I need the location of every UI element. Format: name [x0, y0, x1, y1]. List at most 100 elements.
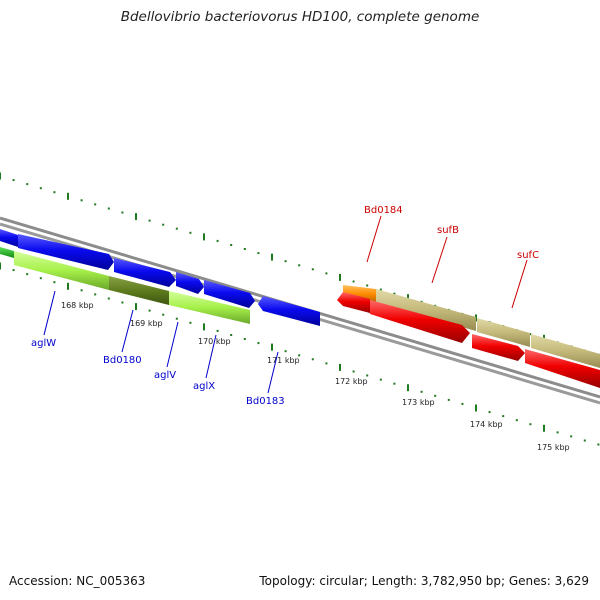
minor-tick [12, 269, 15, 272]
minor-tick [284, 260, 287, 263]
minor-tick [311, 268, 314, 271]
major-tick [67, 282, 69, 290]
scale-label: 172 kbp [335, 377, 368, 386]
gene-label[interactable]: aglV [154, 370, 176, 381]
gene-feature[interactable] [109, 276, 169, 305]
major-tick [543, 424, 545, 432]
major-tick [339, 363, 341, 371]
gene-label[interactable]: sufC [517, 250, 539, 261]
minor-tick [257, 252, 260, 255]
minor-tick [216, 239, 219, 242]
minor-tick [107, 297, 110, 300]
minor-tick [39, 187, 42, 190]
leader-line [431, 236, 448, 284]
gene-feature[interactable] [531, 334, 600, 368]
minor-tick [583, 439, 586, 442]
minor-tick [366, 374, 369, 377]
minor-tick [189, 321, 192, 324]
minor-tick [94, 293, 97, 296]
scale-label: 169 kbp [130, 319, 163, 328]
minor-tick [529, 423, 532, 426]
minor-tick [39, 277, 42, 280]
gene-feature[interactable] [370, 300, 470, 343]
gene-label[interactable]: Bd0180 [103, 355, 142, 366]
gene-feature[interactable] [169, 291, 250, 324]
minor-tick [162, 313, 165, 316]
major-tick [407, 384, 409, 392]
gene-feature[interactable] [176, 272, 204, 294]
minor-tick [162, 223, 165, 226]
gene-feature[interactable] [258, 296, 320, 326]
minor-tick [311, 358, 314, 361]
minor-tick [94, 203, 97, 206]
leader-line [121, 309, 134, 353]
scale-label: 173 kbp [402, 398, 435, 407]
gene-labels: aglW Bd0180 aglV aglX Bd0183 Bd0184 sufB… [31, 205, 539, 407]
gene-label[interactable]: Bd0183 [246, 396, 285, 407]
minor-tick [352, 370, 355, 373]
inner-tick-row [0, 262, 600, 446]
minor-tick [379, 288, 382, 291]
major-tick [271, 343, 273, 351]
minor-tick [230, 244, 233, 246]
gene-label[interactable]: Bd0184 [364, 205, 403, 216]
gene-feature[interactable] [337, 292, 370, 313]
minor-tick [325, 272, 328, 275]
gene-feature[interactable] [0, 229, 18, 247]
minor-tick [175, 227, 178, 230]
minor-tick [461, 402, 464, 405]
major-tick [135, 213, 137, 221]
gene-label[interactable]: aglW [31, 338, 56, 349]
minor-tick [26, 273, 29, 276]
gene-feature[interactable] [0, 247, 14, 258]
minor-tick [257, 342, 260, 345]
minor-tick [488, 411, 491, 414]
minor-tick [434, 394, 437, 397]
gene-feature[interactable] [477, 318, 530, 347]
minor-tick [325, 362, 328, 365]
gene-feature[interactable] [18, 234, 114, 270]
minor-tick [175, 317, 178, 320]
leader-line [166, 321, 179, 368]
major-tick [203, 233, 205, 241]
minor-tick [12, 179, 15, 182]
minor-tick [366, 284, 369, 287]
minor-tick [597, 443, 600, 446]
minor-tick [243, 338, 246, 340]
leader-line [43, 290, 56, 336]
accession-number: Accession: NC_005363 [9, 574, 146, 588]
major-tick [339, 273, 341, 281]
minor-tick [502, 415, 505, 418]
map-title: Bdellovibrio bacteriovorus HD100, comple… [120, 9, 480, 25]
major-tick [271, 253, 273, 261]
minor-tick [298, 354, 301, 357]
minor-tick [556, 431, 559, 434]
gene-label[interactable]: sufB [437, 225, 459, 236]
gene-feature[interactable] [525, 349, 600, 388]
leader-line [366, 215, 382, 263]
minor-tick [148, 309, 151, 312]
scale-label: 175 kbp [537, 443, 570, 452]
gene-feature[interactable] [204, 280, 255, 308]
minor-tick [148, 219, 151, 222]
minor-tick [26, 183, 29, 186]
minor-tick [107, 207, 110, 210]
minor-tick [80, 199, 83, 202]
gene-feature[interactable] [376, 289, 476, 331]
minor-tick [529, 333, 532, 336]
gene-feature[interactable] [14, 251, 109, 290]
gene-feature[interactable] [114, 258, 176, 287]
gene-label-leaders [43, 215, 528, 394]
minor-tick [284, 350, 287, 353]
gene-label[interactable]: aglX [193, 381, 215, 392]
minor-tick [80, 289, 83, 292]
gene-feature[interactable] [472, 334, 525, 361]
minor-tick [393, 382, 396, 385]
forward-strand-genes [0, 229, 600, 368]
minor-tick [352, 280, 355, 283]
leader-line [267, 351, 279, 394]
leader-line [511, 259, 528, 309]
minor-tick [53, 281, 56, 284]
